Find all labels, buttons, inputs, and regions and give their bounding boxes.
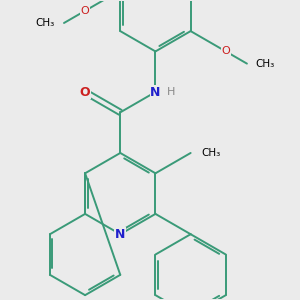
Text: CH₃: CH₃ [202, 148, 221, 158]
Text: CH₃: CH₃ [36, 18, 55, 28]
Text: O: O [80, 85, 90, 98]
Text: O: O [221, 46, 230, 56]
Text: CH₃: CH₃ [256, 58, 275, 69]
Text: N: N [150, 85, 161, 98]
Text: O: O [81, 6, 89, 16]
Text: N: N [115, 228, 125, 241]
Text: H: H [167, 87, 176, 97]
